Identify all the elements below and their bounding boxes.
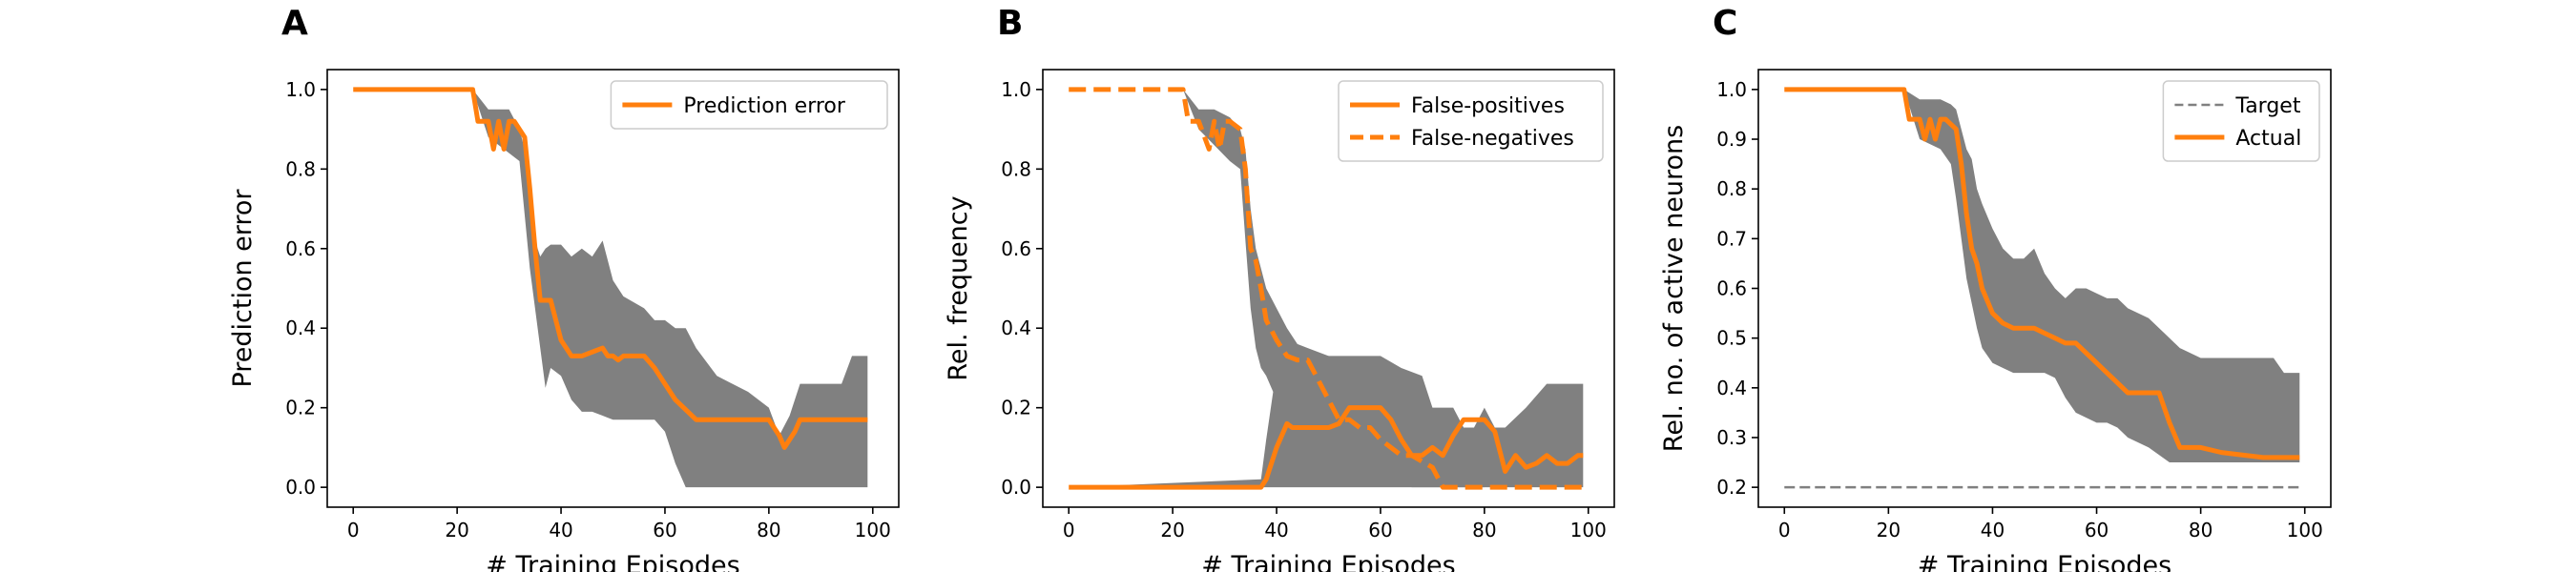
y-tick-label: 1.0: [1001, 78, 1031, 101]
legend: Target Actual: [2162, 80, 2320, 162]
x-tick-label: 40: [1981, 519, 2005, 541]
x-tick-label: 20: [1877, 519, 1901, 541]
y-tick-label: 0.2: [285, 397, 316, 419]
x-tick-label: 80: [757, 519, 780, 541]
x-tick-label: 100: [2287, 519, 2323, 541]
y-tick-label: 0.6: [285, 237, 316, 260]
panel-letter: B: [997, 4, 1023, 43]
x-tick-label: 40: [1264, 519, 1288, 541]
x-tick-label: 20: [1160, 519, 1184, 541]
legend-box: [2162, 80, 2320, 162]
panel-c: 0 20 40 60 80 100 0.2 0.3 0.4 0.5 0.6 0.7 0.8 0.9 1.0 #…: [1659, 4, 2332, 572]
y-tick-label: 0.8: [285, 157, 316, 180]
series-line-false-negatives: [1069, 87, 1584, 490]
variability-bands: [353, 89, 868, 488]
series-line-false-positives: [1069, 405, 1584, 490]
y-tick-label: 0.3: [1716, 426, 1747, 449]
series-line-prediction-error: [353, 87, 868, 450]
series-lines: [1069, 87, 1584, 490]
series-line-actual: [1784, 87, 2300, 460]
panel-a: 0 20 40 60 80 100 0.0 0.2 0.4 0.6 0.8 1.0 # Training…: [228, 4, 900, 572]
y-tick-label: 0.0: [285, 476, 316, 499]
x-axis: 0 20 40 60 80 100: [347, 507, 891, 541]
y-axis-label: Prediction error: [228, 189, 258, 388]
y-tick-label: 0.8: [1001, 157, 1031, 180]
y-tick-label: 0.2: [1716, 476, 1747, 499]
y-tick-label: 0.2: [1001, 397, 1031, 419]
plot-frame: [1042, 69, 1615, 508]
y-axis-label: Rel. frequency: [944, 195, 973, 380]
panel-b: 0 20 40 60 80 100 0.0 0.2 0.4 0.6 0.8 1.0 # Training…: [944, 4, 1615, 572]
x-axis: 0 20 40 60 80 100: [1063, 507, 1607, 541]
legend-entry-label: Target: [2234, 94, 2300, 118]
panel-letter: A: [281, 4, 308, 43]
x-tick-label: 0: [347, 519, 360, 541]
legend-box: [610, 80, 888, 130]
y-axis: 0.2 0.3 0.4 0.5 0.6 0.7 0.8 0.9 1.0: [1716, 78, 1758, 499]
x-tick-label: 60: [2085, 519, 2109, 541]
y-tick-label: 0.7: [1716, 227, 1747, 250]
legend-box: [1338, 80, 1604, 162]
x-tick-label: 100: [1570, 519, 1607, 541]
x-tick-label: 80: [2189, 519, 2212, 541]
x-axis-label: # Training Episodes: [1201, 551, 1455, 572]
y-tick-label: 1.0: [285, 78, 316, 101]
y-tick-label: 0.4: [285, 317, 316, 339]
variability-bands: [1784, 89, 2300, 463]
x-tick-label: 100: [855, 519, 891, 541]
legend-entry-label: Prediction error: [683, 94, 845, 118]
x-tick-label: 0: [1063, 519, 1075, 541]
x-tick-label: 60: [653, 519, 676, 541]
y-tick-label: 0.6: [1716, 277, 1747, 300]
y-tick-label: 0.4: [1716, 377, 1747, 399]
legend-entry-label: False-negatives: [1411, 127, 1574, 151]
y-tick-label: 1.0: [1716, 78, 1747, 101]
x-axis: 0 20 40 60 80 100: [1778, 507, 2323, 541]
band-0: [353, 89, 868, 488]
legend-entry-label: False-positives: [1411, 94, 1565, 118]
y-tick-label: 0.8: [1716, 177, 1747, 200]
y-tick-label: 0.9: [1716, 128, 1747, 151]
band-1: [1069, 89, 1584, 488]
variability-bands: [1069, 89, 1584, 488]
y-tick-label: 0.5: [1716, 327, 1747, 350]
x-tick-label: 0: [1778, 519, 1791, 541]
series-lines: [1784, 87, 2300, 489]
band-0: [1784, 89, 2300, 463]
x-tick-label: 60: [1368, 519, 1392, 541]
y-axis: 0.0 0.2 0.4 0.6 0.8 1.0: [285, 78, 327, 499]
x-axis-label: # Training Episodes: [1918, 551, 2171, 572]
y-tick-label: 0.6: [1001, 237, 1031, 260]
x-axis-label: # Training Episodes: [486, 551, 739, 572]
plot-frame: [326, 69, 900, 508]
x-tick-label: 80: [1472, 519, 1496, 541]
legend: Prediction error: [610, 80, 888, 130]
series-lines: [353, 87, 868, 450]
panel-letter: C: [1713, 4, 1737, 43]
y-axis-label: Rel. no. of active neurons: [1659, 125, 1689, 452]
legend-entry-label: Actual: [2235, 127, 2301, 151]
y-tick-label: 0.4: [1001, 317, 1031, 339]
legend: False-positives False-negatives: [1338, 80, 1604, 162]
x-tick-label: 40: [549, 519, 572, 541]
y-tick-label: 0.0: [1001, 476, 1031, 499]
y-axis: 0.0 0.2 0.4 0.6 0.8 1.0: [1001, 78, 1043, 499]
x-tick-label: 20: [445, 519, 468, 541]
